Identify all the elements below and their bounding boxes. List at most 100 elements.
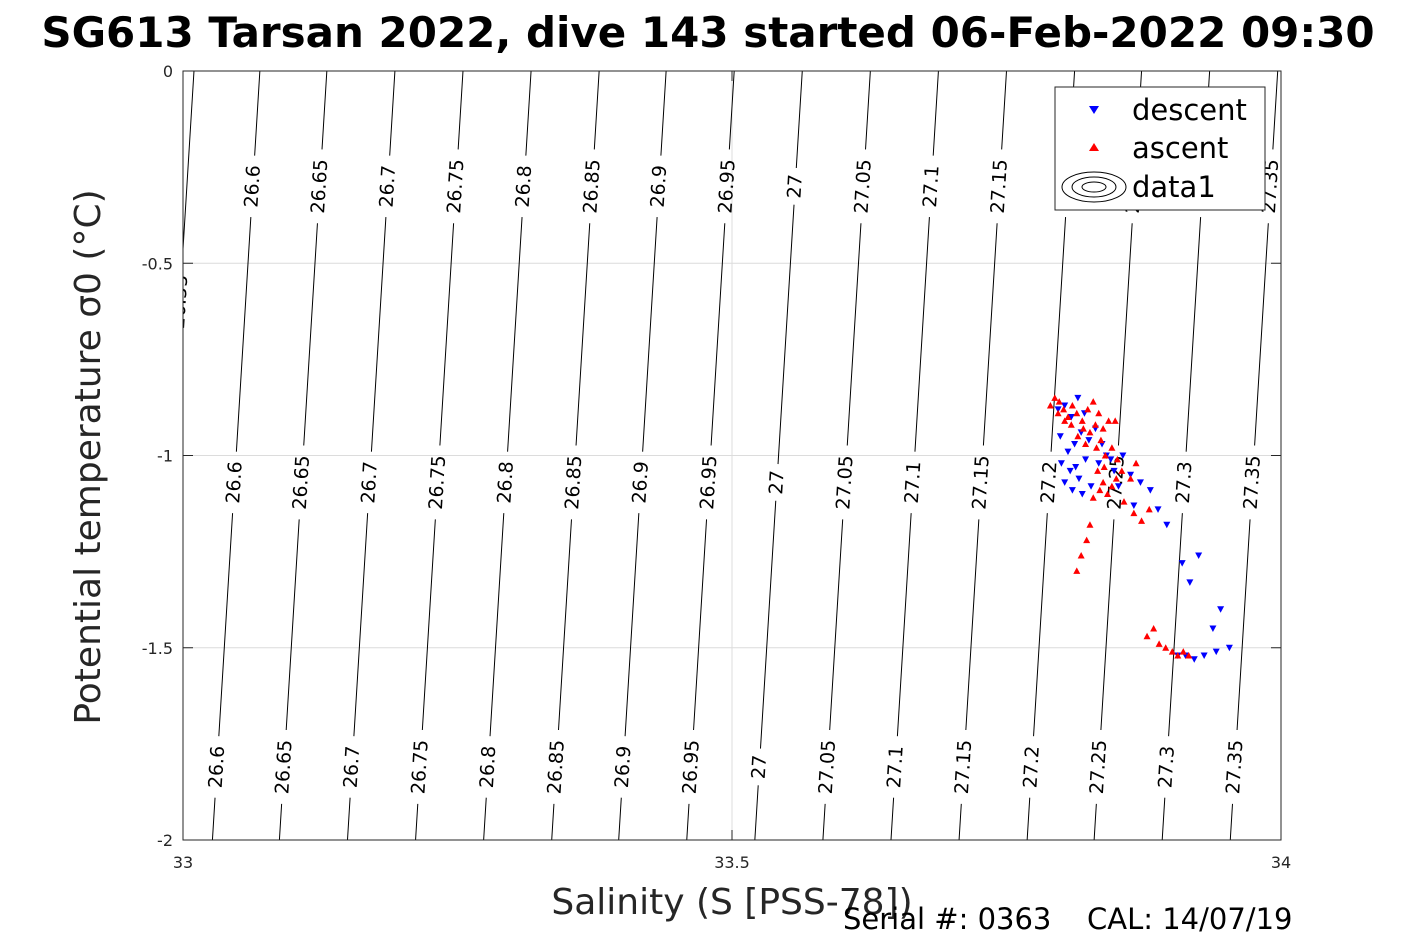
contour-line	[686, 71, 735, 840]
contour-label: 26.65	[307, 159, 332, 215]
ascent-point	[1078, 417, 1086, 424]
contour-line	[415, 71, 464, 840]
ascent-point	[1054, 409, 1062, 417]
contour-line	[754, 71, 803, 840]
ascent-point	[1068, 402, 1076, 409]
descent-point	[1064, 448, 1072, 456]
descent-point	[1195, 552, 1203, 559]
legend-data1-label: data1	[1132, 170, 1216, 204]
ascent-point	[1143, 632, 1151, 640]
density-contours: 26.55 26.55 26.6 26.6 26.6 26.65 26.65 26.65 26.…	[167, 71, 1281, 840]
contour-line	[1229, 71, 1279, 840]
ascent-point	[1112, 475, 1120, 482]
ascent-point	[1099, 478, 1107, 486]
descent-point	[1061, 479, 1069, 486]
chart-title: SG613 Tarsan 2022, dive 143 started 06-F…	[41, 8, 1374, 57]
contour-label: 26.8	[512, 165, 537, 209]
data-points	[1046, 394, 1233, 663]
ascent-point	[1073, 409, 1081, 417]
contour-line	[890, 71, 939, 840]
legend-descent-marker	[1089, 106, 1099, 114]
descent-point	[1085, 437, 1093, 444]
y-tick-label: -2	[157, 831, 173, 850]
contour-label: 26.9	[611, 745, 636, 789]
ascent-point	[1055, 398, 1063, 405]
ascent-point	[1083, 536, 1091, 544]
legend: descent ascent data1	[1054, 86, 1266, 211]
contour-line	[958, 71, 1007, 840]
contour-label: 27.05	[832, 455, 857, 511]
ascent-point	[1061, 417, 1069, 424]
descent-point	[1212, 648, 1220, 656]
contour-label: 26.7	[357, 461, 382, 505]
ascent-point	[1051, 394, 1059, 401]
ascent-point	[1084, 405, 1092, 413]
contour-label: 26.95	[679, 739, 704, 795]
legend-ascent-label: ascent	[1132, 131, 1228, 165]
descent-point	[1190, 656, 1198, 663]
ascent-point	[1162, 644, 1170, 651]
contour-label: 27.3	[1172, 461, 1197, 505]
contour-label: 26.75	[425, 455, 450, 511]
descent-point	[1163, 521, 1171, 529]
ascent-point	[1096, 486, 1104, 494]
contour-label: 27.2	[1037, 461, 1062, 505]
descent-point	[1078, 490, 1086, 498]
ascent-point	[1099, 425, 1107, 432]
ascent-point	[1113, 455, 1121, 463]
contour-label: 26.6	[222, 461, 247, 505]
contour-label: 26.75	[443, 159, 468, 215]
ascent-point	[1138, 517, 1146, 524]
x-tick-label: 33.5	[714, 853, 750, 872]
contour-line	[483, 71, 532, 840]
ascent-point	[1130, 509, 1138, 517]
contour-line	[551, 71, 600, 840]
contour-label: 27	[765, 470, 788, 495]
contour-label: 26.95	[714, 159, 739, 215]
ascent-point	[1086, 521, 1094, 528]
ascent-point	[1111, 417, 1119, 424]
contour-label: 26.7	[376, 165, 401, 209]
ascent-point	[1086, 428, 1094, 436]
contour-label: 26.85	[579, 159, 604, 215]
contour-label: 27.15	[951, 739, 976, 795]
ascent-point	[1108, 482, 1116, 490]
descent-point	[1082, 456, 1090, 463]
contour-label: 27	[748, 754, 771, 779]
contour-label: 27.1	[883, 745, 908, 789]
contour-label: 26.65	[289, 455, 314, 511]
x-tick-label: 33	[173, 853, 193, 872]
ascent-point	[1174, 651, 1182, 659]
contour-label: 26.75	[407, 739, 432, 795]
descent-point	[1061, 402, 1069, 410]
descent-point	[1178, 560, 1186, 567]
descent-point	[1217, 606, 1225, 613]
descent-point	[1057, 460, 1065, 467]
ascent-point	[1104, 490, 1112, 497]
contour-label: 26.7	[340, 745, 365, 789]
descent-point	[1075, 475, 1083, 483]
contour-label: 27.3	[1154, 745, 1179, 789]
contour-label: 26.85	[544, 739, 569, 795]
contour-label: 27.1	[901, 461, 926, 505]
ascent-point	[1108, 444, 1116, 451]
contour-label: 27.05	[851, 159, 876, 215]
descent-point	[1130, 502, 1138, 509]
contour-label: 27.35	[1222, 739, 1247, 795]
descent-point	[1054, 406, 1062, 413]
y-tick-label: -1.5	[142, 639, 173, 658]
contour-label: 26.55	[167, 274, 192, 330]
contour-label: 27.1	[919, 165, 944, 209]
descent-point	[1110, 467, 1118, 475]
contour-label: 27	[783, 174, 806, 199]
descent-point	[1119, 452, 1127, 459]
legend-data1-ellipse-icon	[1061, 171, 1127, 203]
ascent-point	[1064, 413, 1072, 421]
y-axis-ticks: 0 -0.5 -1 -1.5 -2	[142, 62, 1281, 850]
ascent-point	[1120, 498, 1128, 505]
serial-number: Serial #: 0363	[843, 902, 1051, 936]
contour-line	[211, 71, 261, 840]
contour-label: 27.05	[815, 739, 840, 795]
descent-point	[1068, 487, 1076, 494]
ascent-point	[1082, 440, 1090, 447]
